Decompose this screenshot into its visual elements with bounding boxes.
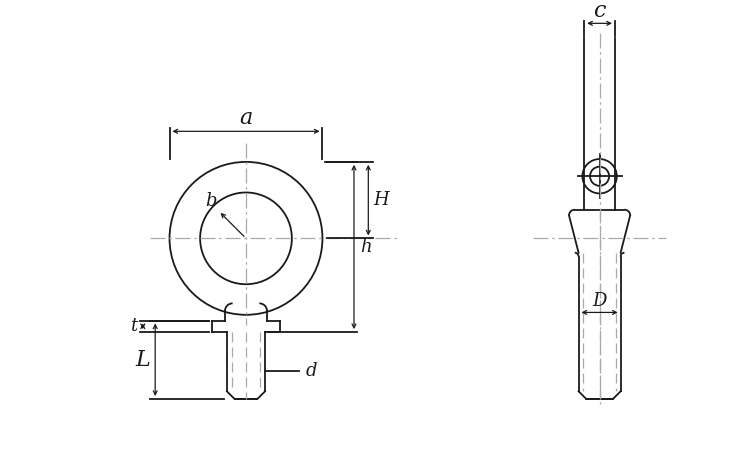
Text: h: h [360,238,371,256]
Text: d: d [305,362,316,380]
Text: a: a [239,107,253,129]
Text: L: L [136,349,150,371]
Text: b: b [205,192,217,210]
Text: c: c [593,0,606,22]
Text: D: D [592,292,607,310]
Text: H: H [373,191,388,209]
Text: t: t [130,317,136,335]
